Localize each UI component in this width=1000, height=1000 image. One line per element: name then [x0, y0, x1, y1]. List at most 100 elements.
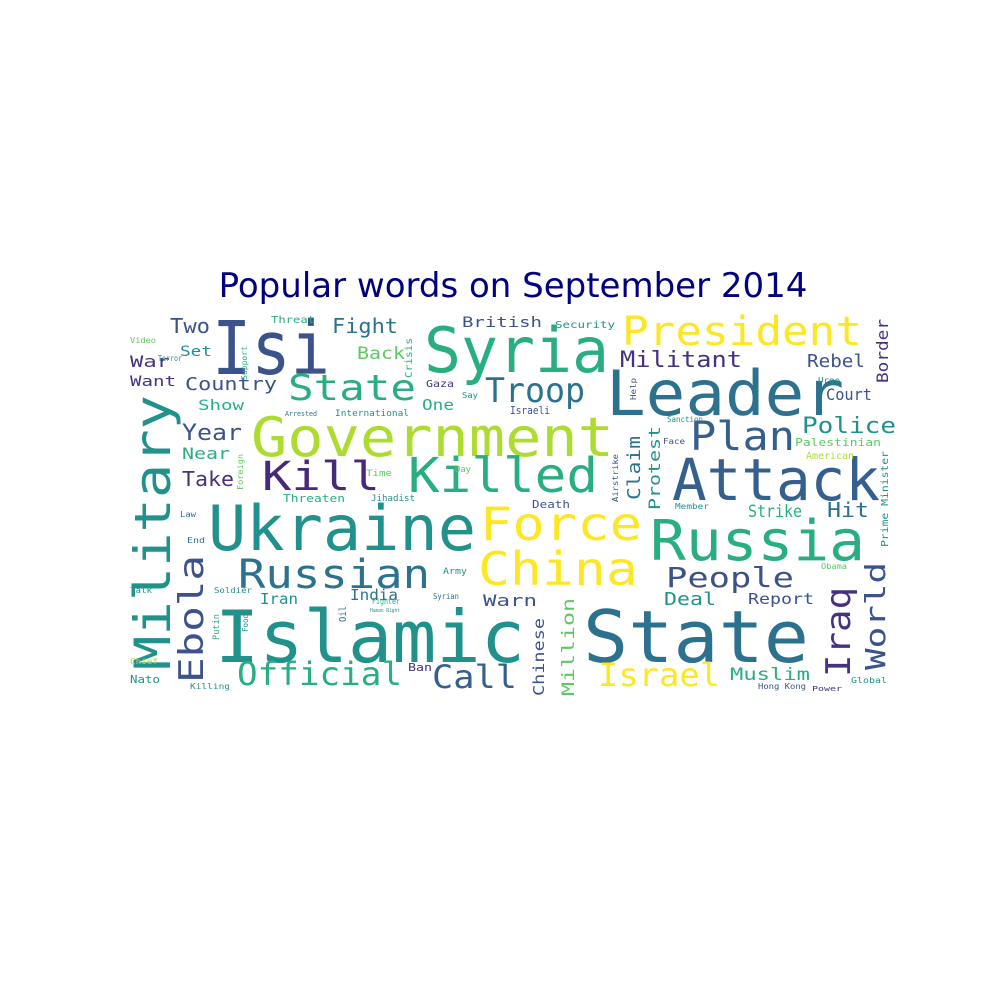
cloud-word: Syria — [424, 314, 609, 387]
cloud-word: Killing — [190, 682, 230, 691]
cloud-word: American — [806, 451, 854, 462]
cloud-word: Isi — [212, 306, 330, 392]
cloud-word: Day — [455, 465, 472, 475]
cloud-word: War — [130, 352, 170, 371]
cloud-word: Claim — [624, 436, 645, 500]
cloud-word: Near — [182, 444, 230, 463]
cloud-word: Crisis — [404, 338, 415, 378]
cloud-word: Food — [241, 614, 250, 632]
cloud-word: Chief — [130, 657, 158, 666]
cloud-word: Warn — [483, 591, 537, 610]
cloud-word: Leader — [606, 357, 844, 430]
cloud-word: Police — [802, 414, 896, 439]
cloud-word: Gaza — [426, 379, 454, 390]
cloud-word: Protest — [645, 426, 664, 510]
cloud-word: Force — [480, 497, 642, 551]
cloud-word: Back — [357, 344, 405, 364]
cloud-word: Hong Kong — [758, 682, 806, 691]
cloud-word: Attack — [672, 446, 880, 514]
cloud-word: Oil — [338, 606, 349, 622]
cloud-word: Call — [432, 658, 517, 696]
cloud-word: Show — [198, 398, 245, 414]
cloud-word: One — [422, 396, 454, 414]
cloud-word: Security — [555, 320, 615, 331]
cloud-word: Palestinian — [795, 436, 881, 449]
cloud-word: Terror — [158, 354, 182, 363]
cloud-word: Kill — [262, 454, 380, 500]
cloud-word: Time — [366, 469, 392, 479]
cloud-word: Threat — [271, 315, 315, 326]
cloud-word: Arrested — [285, 410, 317, 418]
cloud-word: Foreign — [236, 454, 245, 490]
cloud-word: Support — [240, 346, 249, 380]
cloud-word: Obama — [821, 562, 847, 571]
cloud-word: Rebel — [807, 351, 865, 372]
cloud-word: World — [859, 562, 892, 670]
cloud-word: Death — [532, 498, 570, 511]
cloud-word: Troop — [485, 371, 585, 411]
cloud-word: Deal — [664, 589, 716, 610]
cloud-word: People — [666, 561, 794, 594]
cloud-word: Million — [559, 598, 579, 696]
cloud-word: Take — [182, 467, 234, 491]
cloud-word: End — [187, 536, 205, 545]
cloud-word: Russia — [650, 509, 865, 574]
cloud-word: Militant — [620, 348, 742, 373]
cloud-word: Hit — [827, 498, 869, 522]
cloud-word: Official — [237, 655, 402, 693]
cloud-word: Member — [675, 502, 709, 511]
cloud-word: Set — [180, 344, 212, 360]
cloud-word: Army — [443, 567, 468, 577]
cloud-word: Killed — [408, 448, 598, 504]
cloud-word: Global — [851, 676, 887, 685]
cloud-word: Border — [873, 319, 892, 383]
chart-title: Popular words on September 2014 — [218, 266, 808, 306]
cloud-word: Report — [748, 590, 814, 608]
cloud-word: Ukraine — [208, 492, 476, 565]
cloud-word: Islamic — [215, 595, 525, 679]
cloud-word: Human Right — [370, 608, 400, 614]
cloud-word: State — [288, 368, 416, 409]
cloud-word: India — [350, 586, 398, 604]
cloud-word: Strike — [748, 502, 802, 522]
cloud-word: Prime Minister — [880, 451, 891, 547]
cloud-word: Talk — [130, 586, 152, 595]
cloud-word: British — [462, 315, 542, 331]
cloud-word: Urge — [818, 376, 840, 385]
cloud-word: Face — [663, 437, 685, 446]
cloud-word: Iran — [260, 590, 298, 608]
cloud-word: Sanction — [667, 415, 703, 424]
cloud-word: Ban — [408, 661, 432, 674]
cloud-word: Want — [130, 374, 176, 390]
cloud-word: Video — [130, 336, 156, 345]
cloud-word: Muslim — [730, 665, 810, 685]
cloud-word: Ebola — [172, 555, 212, 683]
cloud-word: Threaten — [283, 492, 345, 505]
cloud-word: Israeli — [510, 404, 550, 417]
cloud-word: Fight — [332, 314, 398, 338]
cloud-word: Iraq — [819, 587, 859, 677]
cloud-word: Country — [185, 374, 277, 395]
cloud-word: Law — [180, 510, 196, 519]
cloud-word: Two — [170, 314, 210, 338]
cloud-word: International — [335, 409, 409, 419]
cloud-word: Airstrike — [611, 454, 620, 502]
cloud-word: Plan — [690, 414, 795, 460]
cloud-word: Syrian — [433, 592, 459, 601]
cloud-word: Government — [251, 406, 614, 469]
cloud-word: Help — [629, 378, 638, 400]
cloud-word: Chinese — [530, 618, 548, 696]
cloud-word: Jihadist — [371, 494, 415, 504]
cloud-word: Putin — [212, 614, 222, 640]
cloud-word: Fighter — [372, 597, 400, 606]
cloud-word: Power — [812, 685, 842, 693]
cloud-word: Russian — [238, 552, 430, 598]
cloud-word: Military — [124, 395, 182, 670]
cloud-word: Year — [182, 421, 242, 446]
cloud-word: China — [478, 542, 638, 596]
cloud-word: Israel — [598, 656, 720, 694]
cloud-word: President — [622, 309, 862, 355]
cloud-word: State — [583, 595, 809, 679]
cloud-word: Soldier — [214, 586, 252, 595]
